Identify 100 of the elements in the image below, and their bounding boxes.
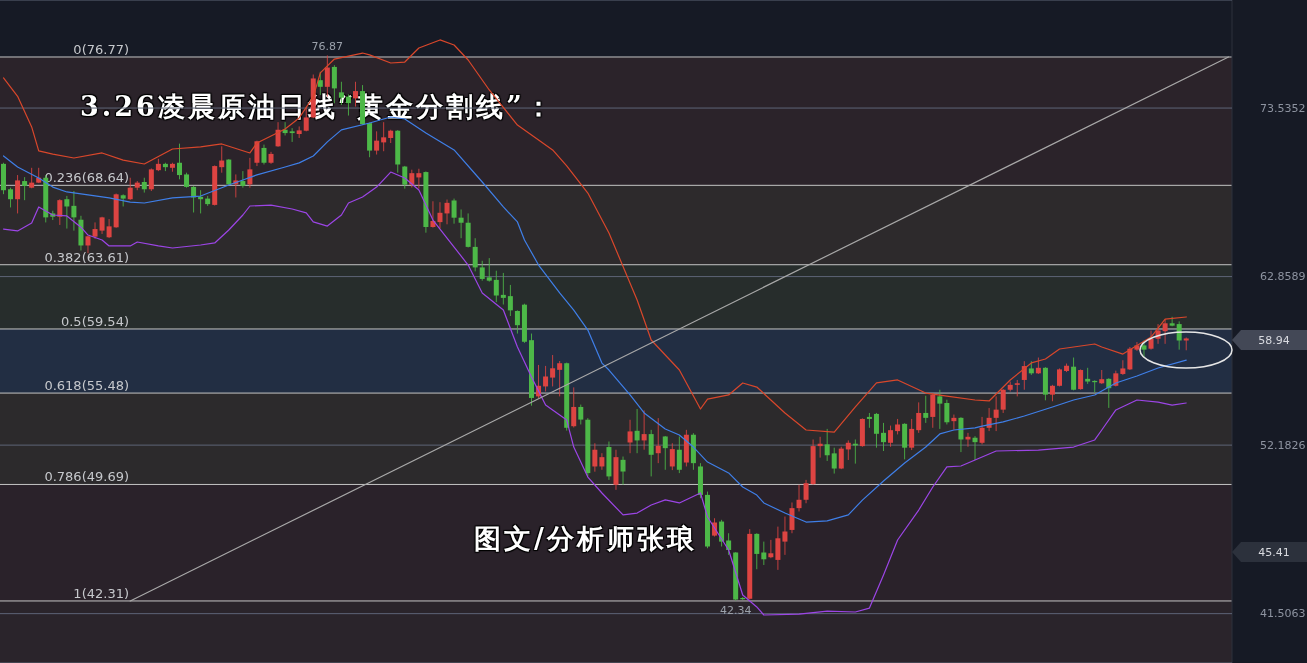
candlestick: [381, 121, 387, 152]
candlestick: [655, 417, 661, 464]
candlestick: [92, 221, 98, 240]
candlestick: [437, 201, 443, 229]
candlestick: [845, 439, 851, 461]
candlestick: [571, 386, 577, 428]
candlestick: [803, 479, 809, 504]
candlestick: [416, 168, 422, 190]
candlestick: [993, 395, 999, 432]
text: 45.41: [1258, 545, 1290, 559]
candlestick: [71, 190, 77, 232]
ref-line-label: 0.5(59.54): [60, 313, 129, 329]
candlestick: [1127, 346, 1133, 371]
candlestick: [57, 198, 63, 226]
y-tick-label: 62.8589: [1260, 270, 1306, 284]
candlestick: [1120, 359, 1126, 376]
candlestick: [634, 408, 640, 454]
candlestick: [543, 365, 549, 392]
candlestick: [627, 419, 633, 454]
candlestick: [972, 435, 978, 461]
candlestick: [909, 418, 915, 451]
y-tick-label: 52.1826: [1260, 438, 1306, 452]
candlestick: [514, 309, 520, 335]
candlestick: [275, 121, 281, 148]
candlestick: [916, 401, 922, 434]
candlestick: [599, 452, 605, 471]
candlestick: [873, 412, 879, 449]
y-tick-label: 41.5063: [1260, 607, 1306, 621]
candlestick: [148, 167, 154, 192]
candlestick: [1162, 318, 1168, 345]
candlestick: [902, 422, 908, 460]
candlestick: [648, 429, 654, 477]
candlestick: [824, 428, 830, 462]
candlestick: [444, 199, 450, 225]
candlestick: [1021, 360, 1027, 391]
candlestick: [127, 177, 133, 201]
candlestick: [451, 198, 457, 225]
candlestick: [486, 257, 492, 283]
candlestick: [958, 416, 964, 453]
candlestick: [768, 539, 774, 559]
candlestick: [64, 195, 70, 230]
candlestick: [177, 143, 182, 180]
candlestick: [662, 435, 668, 471]
candlestick: [240, 170, 246, 189]
candlestick: [507, 284, 513, 317]
candlestick: [15, 174, 21, 214]
line-series: [2, 39, 1187, 433]
ref-line-label: 0.236(68.64): [44, 170, 129, 186]
candlestick: [557, 360, 563, 397]
candlestick: [782, 516, 788, 556]
ref-line-label: 0.382(63.61): [44, 249, 129, 265]
candlestick: [719, 519, 725, 547]
candlestick: [1169, 316, 1175, 327]
candlestick: [789, 501, 795, 534]
candlestick: [1000, 388, 1006, 414]
candlestick: [458, 208, 464, 239]
candlestick: [641, 409, 647, 451]
ref-line-label: 0.618(55.48): [44, 378, 129, 394]
candlestick: [669, 442, 675, 471]
candlestick: [1071, 357, 1077, 391]
candlestick: [676, 435, 682, 474]
candlestick: [550, 354, 556, 387]
candlestick: [219, 145, 225, 174]
ref-line-label: 0.786(49.69): [44, 469, 129, 485]
candlestick: [22, 176, 28, 201]
candlestick: [831, 447, 837, 475]
ref-line-label: 0(76.77): [73, 41, 129, 57]
y-tick-label: 73.5352: [1260, 101, 1306, 115]
candlestick: [1078, 368, 1084, 391]
candlestick: [106, 218, 112, 239]
ref-line-label: 1(42.31): [73, 585, 129, 601]
candlestick: [754, 532, 760, 570]
candlestick: [472, 237, 478, 272]
candlestick: [261, 144, 267, 165]
candlestick: [8, 187, 14, 208]
candlestick: [374, 130, 380, 156]
candlestick: [479, 260, 485, 282]
candlestick: [888, 425, 894, 448]
text: 58.94: [1258, 333, 1290, 347]
candlestick: [937, 389, 943, 430]
candlestick: [592, 442, 598, 473]
candlestick: [923, 395, 929, 424]
annotation: 图文/分析师张琅: [474, 522, 697, 556]
candlestick: [289, 127, 295, 143]
candlestick: [944, 399, 950, 425]
candlestick: [578, 404, 584, 425]
candlestick: [796, 484, 802, 512]
candlestick: [430, 200, 436, 229]
candlestick: [620, 456, 626, 486]
candlestick: [1141, 340, 1147, 359]
annotation: 76.87: [311, 40, 344, 54]
annotation: 42.34: [719, 604, 752, 618]
candlestick: [493, 270, 499, 303]
candlestick: [775, 526, 781, 571]
candlestick: [1148, 330, 1154, 351]
candlestick: [500, 272, 506, 306]
candlestick: [979, 416, 985, 445]
candlestick: [881, 422, 886, 452]
candlestick: [930, 392, 936, 429]
candlestick: [247, 157, 253, 189]
